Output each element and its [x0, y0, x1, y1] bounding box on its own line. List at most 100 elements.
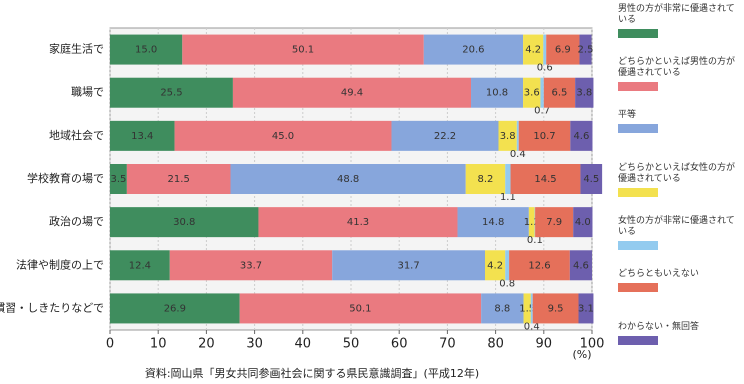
x-tick-label: 60: [391, 337, 408, 352]
bar-segment: [523, 77, 541, 108]
value-label: 4.2: [525, 45, 541, 56]
bar-segment: [174, 120, 392, 151]
bar-segment: [578, 293, 594, 324]
bar-segment: [110, 250, 170, 281]
bar-segment: [573, 207, 593, 238]
legend-label: 平等: [618, 110, 637, 120]
bar-segment: [540, 77, 544, 108]
x-tick-label: 80: [487, 337, 504, 352]
value-label: 20.6: [462, 45, 484, 56]
value-label: 6.5: [552, 88, 568, 99]
value-label: 12.4: [129, 260, 151, 271]
value-label: 0.6: [537, 63, 553, 74]
legend-label: どちらかといえば男性の方が優遇されている: [618, 57, 736, 78]
y-tick-label: 法律や制度の上で: [16, 257, 104, 271]
value-label: 49.4: [341, 88, 363, 99]
bar-segment: [457, 207, 529, 238]
legend-item: 女性の方が非常に優遇されている: [618, 216, 740, 250]
source-note: 資料:岡山県「男女共同参画社会に関する県民意識調査」(平成12年): [145, 366, 479, 380]
value-label: 0.4: [510, 149, 526, 160]
bar-segment: [505, 250, 510, 281]
bar-segment: [543, 77, 576, 108]
y-tick-label: 社会通念・慣習・しきたりなどで: [0, 300, 104, 314]
bar-segment: [543, 34, 547, 65]
bar-segment: [530, 293, 533, 324]
bar-segment: [182, 34, 424, 65]
bar-segment: [110, 293, 240, 324]
bar-segment: [126, 164, 231, 194]
value-label: 3.1: [578, 303, 594, 314]
bar-segment: [528, 207, 535, 238]
value-label: 4.5: [583, 174, 599, 185]
value-label: 21.5: [168, 174, 190, 185]
value-label: 4.6: [573, 131, 589, 142]
legend-label: どちらともいえない: [618, 269, 699, 279]
bar-segment: [569, 250, 592, 281]
value-label: 1.1: [500, 192, 516, 203]
bar-segment: [258, 207, 458, 238]
bar-segment: [391, 120, 499, 151]
bar-segment: [239, 293, 482, 324]
value-label: 8.8: [494, 303, 510, 314]
bar-segment: [110, 34, 183, 65]
value-label: 22.2: [434, 131, 456, 142]
value-label: 50.1: [292, 45, 314, 56]
legend-item: どちらかといえば女性の方が優遇されている: [618, 163, 740, 197]
x-tick-label: 40: [295, 337, 312, 352]
bar-segment: [523, 34, 544, 65]
legend-item: どちらかといえば男性の方が優遇されている: [618, 57, 740, 91]
bar-segment: [110, 164, 127, 194]
value-label: 2.5: [578, 45, 594, 56]
value-label: 8.2: [478, 174, 494, 185]
value-label: 13.4: [131, 131, 153, 142]
value-label: 1.2: [524, 217, 540, 228]
value-label: 10.7: [533, 131, 555, 142]
x-tick-label: 70: [439, 337, 456, 352]
bar-segment: [510, 164, 581, 194]
value-label: 9.5: [548, 303, 564, 314]
x-tick-label: 0: [106, 337, 114, 352]
legend-item: どちらともいえない: [618, 269, 740, 292]
legend-swatch: [618, 283, 658, 292]
bar-segment: [575, 77, 594, 108]
y-tick-label: 学校教育の場で: [27, 171, 104, 185]
bar-segment: [505, 164, 511, 194]
bar-segment: [509, 250, 570, 281]
bar-segment: [518, 120, 571, 151]
x-tick-label: 90: [536, 337, 553, 352]
value-label: 1.5: [519, 303, 535, 314]
legend-swatch: [618, 124, 658, 133]
bar-segment: [580, 164, 603, 194]
bar-segment: [110, 77, 233, 108]
value-label: 4.2: [487, 260, 503, 271]
value-label: 10.8: [486, 88, 508, 99]
x-tick-label: 20: [198, 337, 215, 352]
value-label: 3.6: [524, 88, 540, 99]
bar-segment: [110, 207, 259, 238]
bar-segment: [232, 77, 472, 108]
value-label: 33.7: [240, 260, 262, 271]
legend-label: どちらかといえば女性の方が優遇されている: [618, 163, 736, 184]
bar-segment: [570, 120, 593, 151]
legend-label: 男性の方が非常に優遇されている: [618, 4, 735, 25]
bar-segment: [230, 164, 466, 194]
bar-segment: [523, 293, 531, 324]
value-label: 25.5: [160, 88, 182, 99]
bar-segment: [471, 77, 524, 108]
y-tick-label: 政治の場で: [49, 214, 104, 228]
legend-label: 女性の方が非常に優遇されている: [618, 216, 735, 237]
bar-segment: [481, 293, 524, 324]
value-label: 50.1: [349, 303, 371, 314]
x-unit: (%): [572, 348, 591, 361]
value-label: 14.8: [482, 217, 504, 228]
legend-swatch: [618, 336, 658, 345]
value-label: 4.6: [573, 260, 589, 271]
value-label: 14.5: [534, 174, 556, 185]
value-label: 0.7: [534, 106, 550, 117]
legend-swatch: [618, 29, 658, 38]
legend-item: 男性の方が非常に優遇されている: [618, 4, 740, 38]
value-label: 3.8: [500, 131, 516, 142]
bar-segment: [423, 34, 524, 65]
bar-segment: [465, 164, 506, 194]
